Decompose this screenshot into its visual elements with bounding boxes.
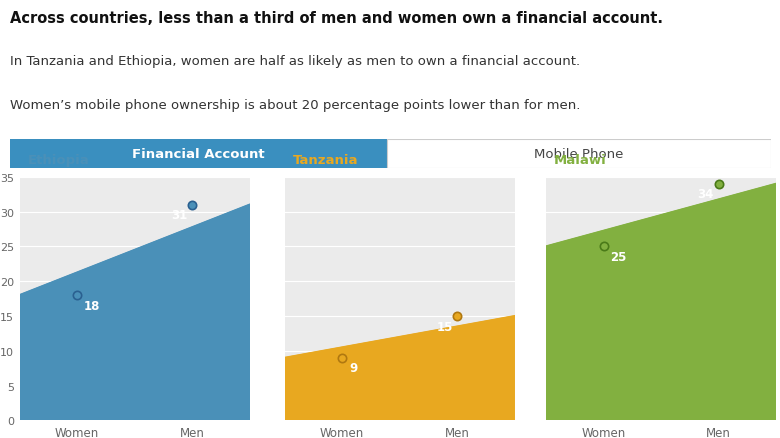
Text: In Tanzania and Ethiopia, women are half as likely as men to own a financial acc: In Tanzania and Ethiopia, women are half… [10, 55, 580, 68]
Text: Ethiopia: Ethiopia [27, 153, 89, 166]
Text: 18: 18 [84, 299, 101, 312]
Text: 9: 9 [349, 361, 357, 374]
Bar [387, 140, 771, 169]
Text: 25: 25 [611, 251, 627, 263]
Text: 34: 34 [697, 188, 714, 201]
Text: Mobile Phone: Mobile Phone [534, 148, 624, 161]
Polygon shape [546, 184, 776, 420]
Text: 15: 15 [436, 320, 452, 333]
Bar [10, 140, 387, 169]
Text: Women’s mobile phone ownership is about 20 percentage points lower than for men.: Women’s mobile phone ownership is about … [10, 99, 580, 112]
Text: Financial Account: Financial Account [132, 148, 264, 161]
Polygon shape [285, 316, 515, 420]
Text: 31: 31 [172, 208, 187, 222]
Text: Across countries, less than a third of men and women own a financial account.: Across countries, less than a third of m… [10, 11, 663, 26]
Polygon shape [20, 205, 250, 420]
Text: Malawi: Malawi [554, 153, 607, 166]
Text: Tanzania: Tanzania [292, 153, 358, 166]
